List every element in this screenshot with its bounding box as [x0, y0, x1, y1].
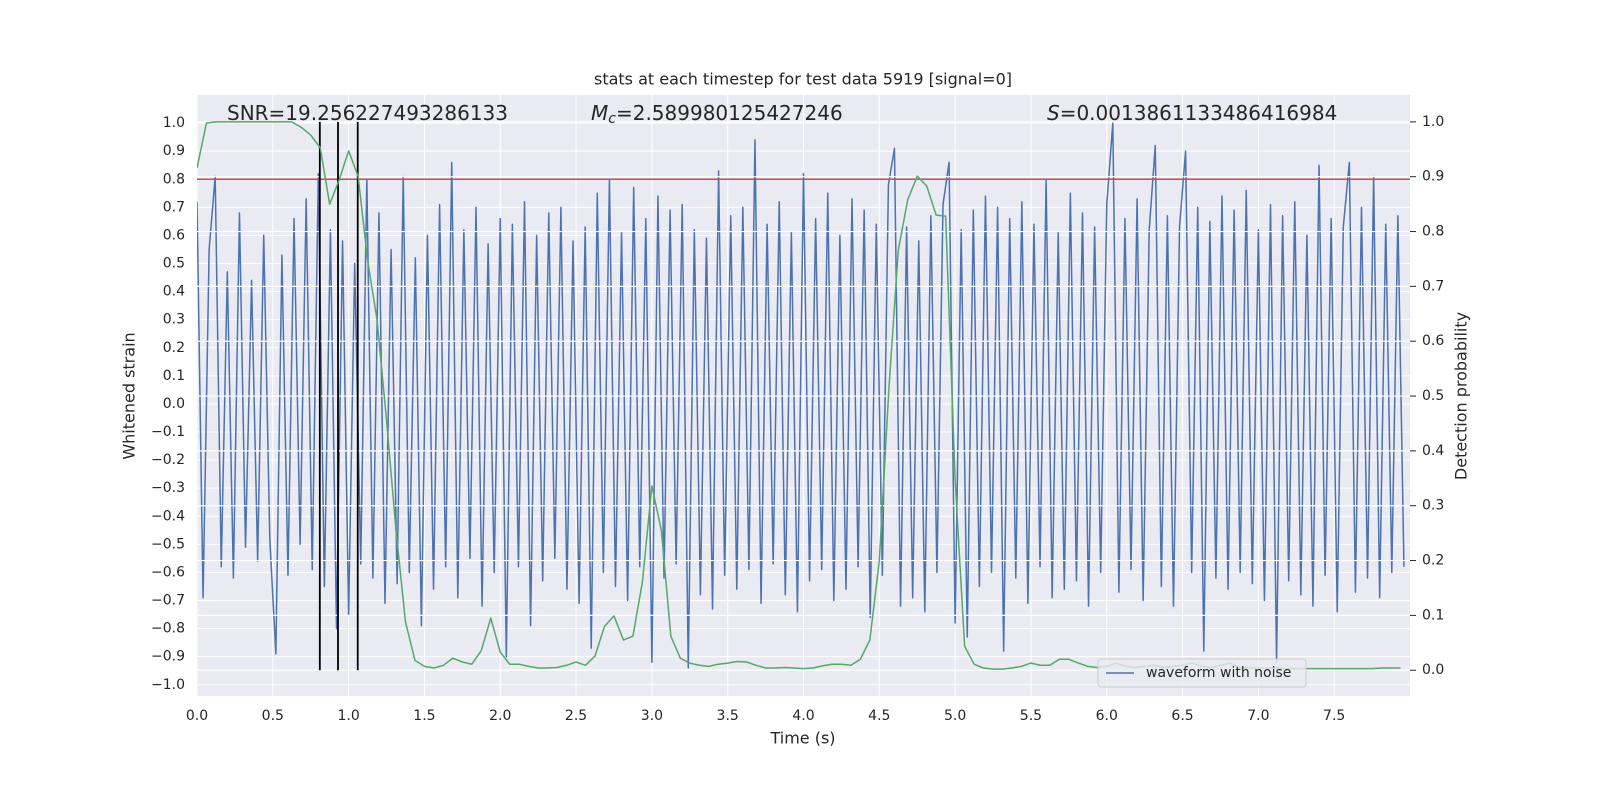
annotation: S=0.0013861133486416984: [1047, 101, 1337, 125]
x-tick-label: 0.5: [262, 708, 284, 724]
annotation-subscript: c: [608, 111, 616, 127]
y-tick-label: −1.0: [151, 677, 185, 693]
annotation-text: =2.589980125427246: [616, 101, 843, 125]
y-tick-label: 0.7: [163, 199, 185, 215]
x-tick-label: 5.0: [944, 708, 966, 724]
x-axis-label: Time (s): [769, 729, 835, 748]
x-tick-label: 5.5: [1020, 708, 1042, 724]
y2-tick-label: 0.2: [1422, 553, 1444, 569]
y-tick-label: −0.6: [151, 564, 185, 580]
y-tick-label: 0.4: [163, 284, 185, 300]
y-tick-label: −0.8: [151, 621, 185, 637]
y-tick-label: −0.1: [151, 424, 185, 440]
y2-axis-label: Detection probability: [1452, 312, 1471, 480]
y-tick-label: 0.9: [163, 143, 185, 159]
y2-tick-label: 0.0: [1422, 662, 1444, 678]
chart-title: stats at each timestep for test data 591…: [594, 70, 1012, 89]
y2-tick-label: 0.1: [1422, 607, 1444, 623]
y2-tick-label: 0.3: [1422, 498, 1444, 514]
y-tick-label: 0.6: [163, 227, 185, 243]
x-tick-label: 1.5: [413, 708, 435, 724]
waveform-line: [197, 122, 1405, 669]
y2-tick-label: 0.4: [1422, 443, 1444, 459]
annotation-text: =0.0013861133486416984: [1060, 101, 1338, 125]
x-tick-label: 3.5: [717, 708, 739, 724]
y-tick-label: 0.2: [163, 340, 185, 356]
y-tick-label: −0.9: [151, 649, 185, 665]
y-tick-label: 0.3: [163, 312, 185, 328]
y2-tick-label: 1.0: [1422, 114, 1444, 130]
y2-tick-label: 0.7: [1422, 278, 1444, 294]
y-tick-label: 0.0: [163, 396, 185, 412]
y2-tick-label: 0.8: [1422, 224, 1444, 240]
annotation-text: SNR=19.256227493286133: [227, 101, 508, 125]
x-tick-label: 6.5: [1171, 708, 1193, 724]
x-tick-label: 3.0: [641, 708, 663, 724]
x-tick-label: 1.0: [337, 708, 359, 724]
annotation-symbol: S: [1047, 101, 1060, 125]
legend-box: [1097, 658, 1307, 688]
annotation: SNR=19.256227493286133: [227, 101, 508, 125]
y-axis-label: Whitened strain: [120, 332, 139, 459]
y-tick-label: 0.8: [163, 171, 185, 187]
x-tick-label: 7.0: [1247, 708, 1269, 724]
x-tick-label: 2.5: [565, 708, 587, 724]
y2-tick-label: 0.6: [1422, 333, 1444, 349]
x-tick-label: 4.0: [792, 708, 814, 724]
x-tick-label: 6.0: [1096, 708, 1118, 724]
y2-tick-label: 0.5: [1422, 388, 1444, 404]
y-tick-label: −0.7: [151, 593, 185, 609]
x-tick-label: 4.5: [868, 708, 890, 724]
y-tick-label: 0.1: [163, 368, 185, 384]
y-tick-label: −0.5: [151, 536, 185, 552]
y2-tick-label: 0.9: [1422, 169, 1444, 185]
legend-label: waveform with noise: [1146, 665, 1291, 681]
x-tick-label: 2.0: [489, 708, 511, 724]
x-tick-label: 0.0: [186, 708, 208, 724]
y-tick-label: 0.5: [163, 256, 185, 272]
y-tick-label: −0.2: [151, 452, 185, 468]
x-tick-label: 7.5: [1323, 708, 1345, 724]
y-tick-label: 1.0: [163, 115, 185, 131]
annotation: Mc=2.589980125427246: [591, 101, 843, 128]
plot-area: [197, 121, 1410, 671]
y-tick-label: −0.4: [151, 508, 185, 524]
y-tick-label: −0.3: [151, 480, 185, 496]
annotation-symbol: M: [591, 101, 608, 125]
